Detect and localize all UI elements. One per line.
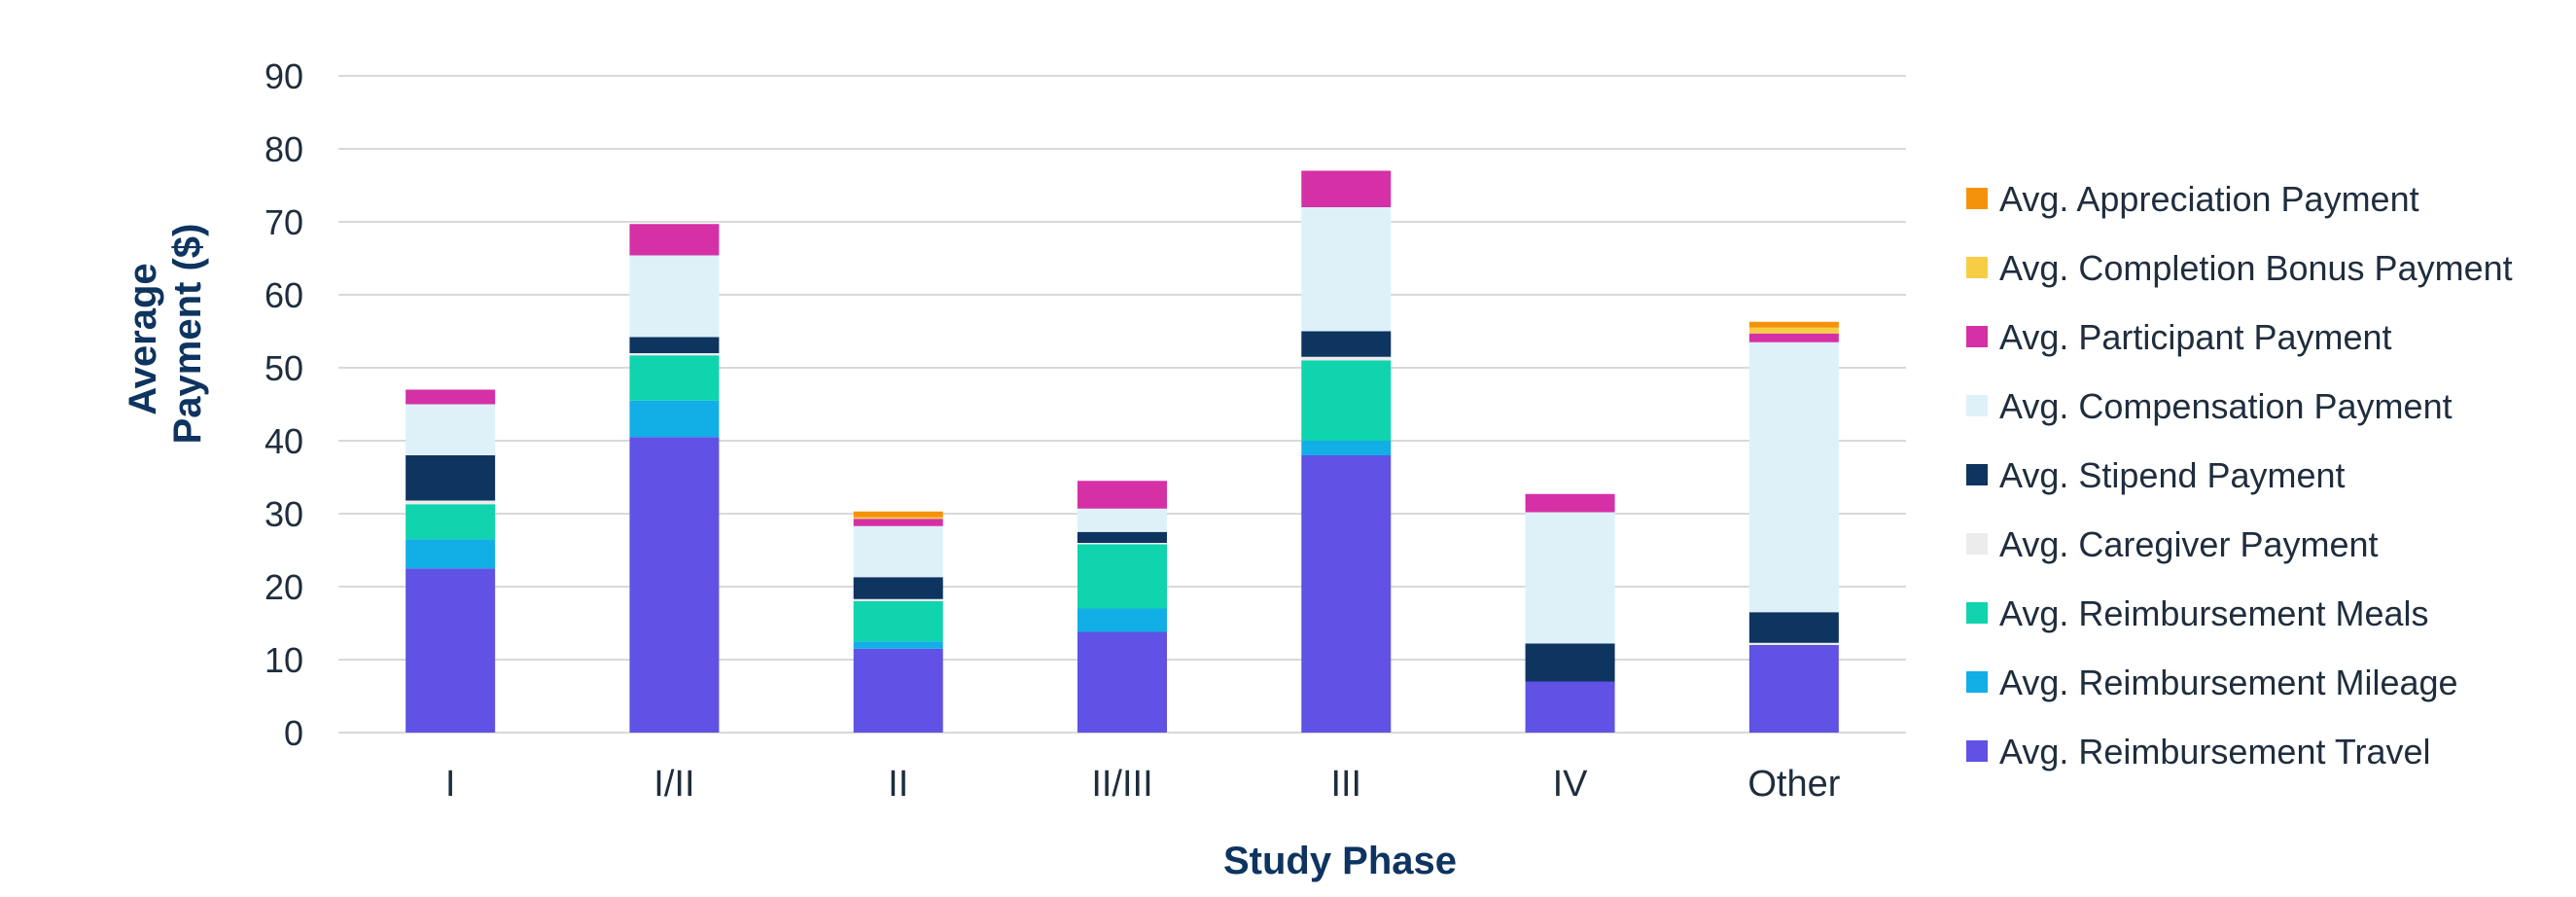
- x-tick-label: II/III: [1091, 764, 1152, 805]
- legend-label: Avg. Participant Payment: [1999, 317, 2392, 357]
- y-tick-label: 70: [265, 202, 303, 242]
- bar-segment: [1077, 631, 1167, 733]
- legend-swatch: [1966, 533, 1988, 555]
- legend-swatch: [1966, 740, 1988, 762]
- bar-segment: [853, 641, 943, 649]
- bar-segment: [1748, 612, 1839, 643]
- bar-segment: [629, 337, 720, 353]
- bar-segment: [406, 455, 496, 501]
- bar-segment: [1525, 512, 1615, 644]
- y-tick-label: 60: [265, 275, 303, 315]
- gridlines: [338, 75, 1906, 734]
- legend-swatch: [1966, 188, 1988, 209]
- y-tick-label: 80: [265, 129, 303, 169]
- bar-segment: [1077, 531, 1167, 543]
- legend-swatch: [1966, 602, 1988, 624]
- bar-segment: [629, 437, 720, 733]
- x-tick-label: IV: [1553, 764, 1589, 805]
- bar-segment: [1525, 643, 1615, 682]
- bar-segment: [853, 577, 943, 599]
- bar-segment: [1301, 360, 1392, 441]
- y-tick-label: 10: [265, 640, 303, 680]
- y-tick-label: 20: [265, 567, 303, 607]
- y-tick-label: 0: [284, 713, 303, 753]
- bar-segment: [1301, 207, 1392, 332]
- bar-segment: [1301, 455, 1392, 733]
- y-tick-label: 50: [265, 348, 303, 388]
- y-tick-label: 40: [265, 421, 303, 461]
- legend-label: Avg. Stipend Payment: [1999, 455, 2346, 495]
- legend-label: Avg. Caregiver Payment: [1999, 524, 2379, 564]
- bar-segment: [853, 525, 943, 578]
- legend-swatch: [1966, 326, 1988, 347]
- bar-segment: [629, 355, 720, 401]
- bar-segment: [1077, 481, 1167, 509]
- bar-segment: [1077, 543, 1167, 545]
- bar-segment: [1748, 645, 1839, 733]
- x-axis-ticks: I I/II II II/III III IV Other: [445, 764, 1841, 805]
- legend-label: Avg. Compensation Payment: [1999, 386, 2452, 426]
- legend-swatch: [1966, 464, 1988, 485]
- legend: Avg. Appreciation Payment Avg. Completion…: [1966, 179, 2513, 771]
- bar-segment: [629, 224, 720, 256]
- bar-segment: [1077, 508, 1167, 532]
- bar-segment: [1748, 341, 1839, 613]
- bar-segment: [1301, 331, 1392, 357]
- bar-segment: [406, 389, 496, 405]
- bar-segment: [853, 511, 943, 518]
- legend-label: Avg. Reimbursement Mileage: [1999, 663, 2458, 702]
- bar-segment: [1301, 356, 1392, 361]
- legend-label: Avg. Completion Bonus Payment: [1999, 248, 2513, 288]
- x-tick-label: II: [888, 764, 908, 805]
- y-axis-ticks: 0 10 20 30 40 50 60 70 80 90: [265, 56, 303, 753]
- bar-segment: [406, 404, 496, 455]
- bar-segment: [1077, 608, 1167, 632]
- x-tick-label: III: [1330, 764, 1361, 805]
- bar-segment: [406, 500, 496, 505]
- y-tick-label: 30: [265, 494, 303, 534]
- y-axis-title-line-1: Average: [122, 263, 164, 414]
- bar-segment: [853, 598, 943, 601]
- bar-segment: [629, 353, 720, 356]
- x-tick-label: I/II: [653, 764, 694, 805]
- bar-segment: [629, 400, 720, 438]
- bars: [406, 170, 1839, 733]
- bar-segment: [1748, 321, 1839, 328]
- x-tick-label: I: [445, 764, 456, 805]
- y-tick-label: 90: [265, 56, 303, 96]
- legend-label: Avg. Reimbursement Travel: [1999, 732, 2431, 771]
- bar-segment: [1301, 170, 1392, 207]
- legend-label: Avg. Appreciation Payment: [1999, 179, 2419, 219]
- bar-segment: [853, 517, 943, 520]
- bar-segment: [853, 519, 943, 526]
- bar-segment: [1748, 642, 1839, 645]
- x-tick-label: Other: [1747, 764, 1840, 805]
- bar-segment: [406, 539, 496, 569]
- bar-segment: [853, 648, 943, 733]
- bar-segment: [1748, 333, 1839, 342]
- bar-segment: [406, 504, 496, 540]
- bar-segment: [406, 568, 496, 733]
- bar-segment: [1748, 327, 1839, 334]
- bar-segment: [853, 601, 943, 642]
- bar-segment: [1525, 493, 1615, 513]
- bar-segment: [1301, 441, 1392, 455]
- y-axis-title: Average Payment ($): [122, 224, 209, 445]
- bar-segment: [1525, 681, 1615, 733]
- y-axis-title-line-2: Payment ($): [166, 224, 209, 445]
- legend-label: Avg. Reimbursement Meals: [1999, 593, 2429, 633]
- legend-swatch: [1966, 257, 1988, 278]
- x-axis-title: Study Phase: [1223, 840, 1457, 882]
- legend-swatch: [1966, 395, 1988, 416]
- bar-segment: [1077, 544, 1167, 609]
- legend-swatch: [1966, 671, 1988, 693]
- bar-segment: [629, 255, 720, 338]
